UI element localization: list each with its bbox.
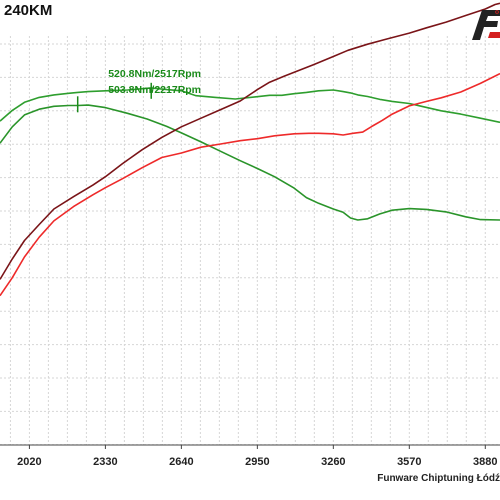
series-line-2 [0, 104, 500, 221]
chart-footer: Funware Chiptuning Łódź [377, 473, 500, 484]
chart-grid [0, 36, 500, 446]
chart-annotations: 520.8Nm/2517Rpm 503.8Nm/2217Rpm [76, 68, 201, 113]
chart-title: 240KM [4, 2, 53, 19]
peak-annotation-label: 503.8Nm/2217Rpm [108, 84, 201, 96]
x-tick-label: 3880 [473, 456, 497, 468]
x-tick-label: 2330 [93, 456, 117, 468]
x-tick-label: 2950 [245, 456, 269, 468]
chart-series-layer [0, 2, 500, 297]
x-tick-label: 2020 [17, 456, 41, 468]
peak-annotation-label: 520.8Nm/2517Rpm [108, 68, 201, 80]
series-line-1 [0, 87, 500, 124]
series-line-4 [0, 72, 500, 297]
series-line-3 [0, 2, 500, 280]
x-axis-ticks: 2020 2330 2640 2950 3260 3570 3880 [17, 445, 498, 468]
x-tick-label: 3260 [321, 456, 345, 468]
x-tick-label: 3570 [397, 456, 421, 468]
brand-logo [472, 10, 500, 40]
x-tick-label: 2640 [169, 456, 193, 468]
